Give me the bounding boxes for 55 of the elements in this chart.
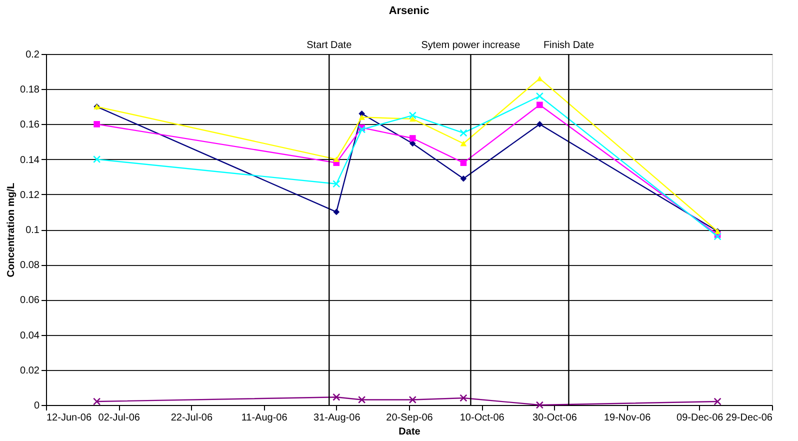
y-tick-label: 0.12	[20, 190, 40, 201]
point	[332, 180, 340, 188]
ref-line-label: Sytem power increase	[421, 40, 521, 51]
point	[93, 155, 101, 164]
point	[408, 112, 416, 120]
x-axis-title: Date	[398, 426, 421, 438]
point	[409, 116, 416, 122]
x-tick-label: 31-Aug-06	[314, 412, 361, 424]
x-tick-label: 20-Sep-06	[386, 412, 434, 424]
y-tick-label: 0.06	[20, 295, 40, 306]
x-tick-label: 22-Jul-06	[170, 412, 213, 424]
y-tick-label: 0.18	[20, 84, 40, 96]
point	[536, 76, 543, 82]
chart-title: Arsenic	[388, 5, 430, 17]
ref-line-label: Finish Date	[543, 40, 594, 51]
y-tick-label: 0.08	[20, 260, 40, 272]
point	[358, 396, 366, 404]
x-tick-label: 19-Nov-06	[604, 412, 652, 424]
y-tick-label: 0.2	[26, 50, 40, 60]
point	[333, 208, 340, 216]
x-tick-label: 29-Dec-06	[726, 412, 773, 424]
point	[409, 135, 416, 142]
y-tick-label: 0.02	[20, 365, 40, 376]
y-tick-label: 0	[34, 400, 40, 412]
point	[358, 114, 365, 120]
point	[460, 160, 467, 166]
y-tick-label: 0.1	[26, 225, 40, 236]
point	[333, 156, 340, 162]
y-tick-label: 0.16	[20, 120, 40, 131]
point	[408, 396, 416, 404]
x-tick-label: 02-Jul-06	[98, 412, 140, 424]
point	[460, 140, 467, 146]
ref-line-label: Start Date	[306, 40, 352, 51]
y-axis-title: Concentration mg/L	[6, 182, 18, 278]
point	[358, 126, 366, 134]
point	[536, 102, 543, 108]
y-tick-label: 0.14	[20, 154, 40, 166]
x-tick-label: 10-Oct-06	[460, 412, 505, 424]
point	[536, 121, 543, 128]
point	[460, 394, 468, 402]
point	[409, 140, 416, 147]
point	[714, 232, 722, 240]
point	[332, 393, 340, 401]
point	[714, 398, 722, 406]
point	[536, 92, 544, 100]
x-tick-label: 30-Oct-06	[532, 412, 578, 424]
point	[94, 121, 100, 128]
x-tick-label: 12-Jun-06	[46, 412, 92, 424]
point	[536, 401, 544, 409]
point	[460, 129, 468, 137]
x-tick-label: 11-Aug-06	[241, 412, 288, 424]
x-tick-label: 09-Dec-06	[676, 412, 724, 424]
point	[93, 398, 101, 406]
point	[460, 175, 467, 182]
y-tick-label: 0.04	[20, 330, 40, 342]
